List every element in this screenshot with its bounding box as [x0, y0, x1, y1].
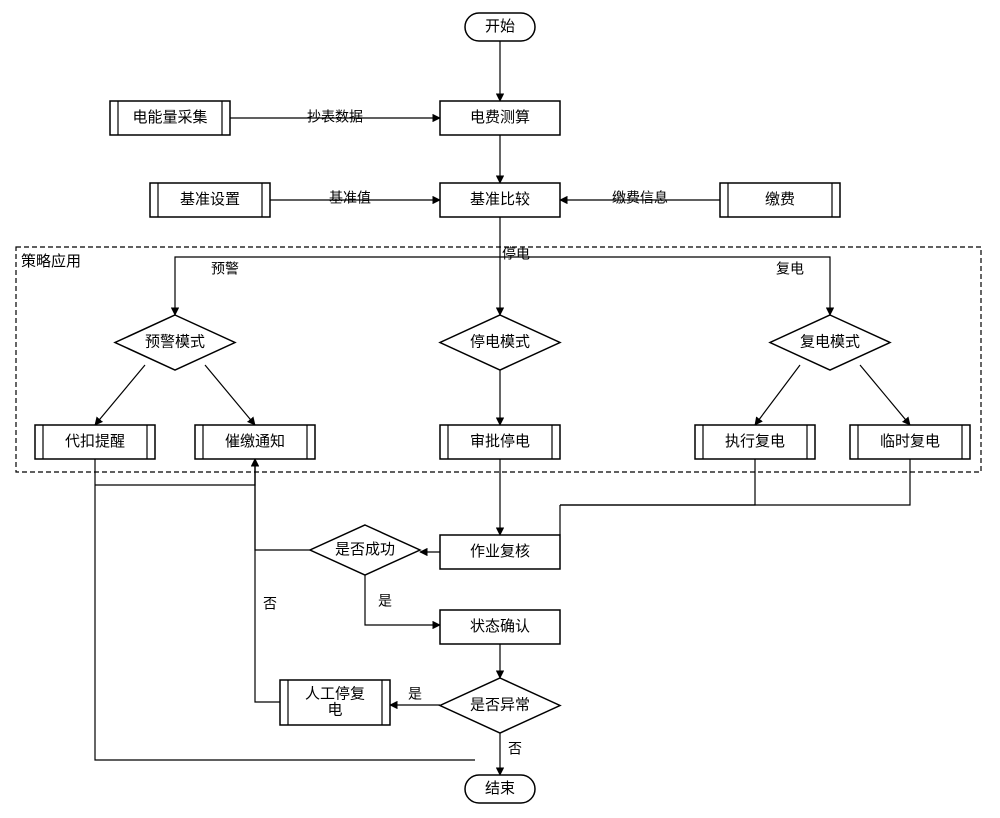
node-label: 是否异常 [470, 697, 530, 714]
edge-label: 停电 [502, 246, 530, 263]
node-collect: 电能量采集 [110, 101, 230, 135]
node-resumemode: 复电模式 [770, 315, 890, 370]
node-status: 状态确认 [440, 610, 560, 644]
node-label: 临时复电 [880, 432, 940, 450]
edge-label: 抄表数据 [307, 110, 363, 126]
node-label: 缴费 [765, 191, 795, 208]
node-manual: 人工停复电 [280, 680, 390, 725]
edge [255, 459, 310, 550]
node-execres: 执行复电 [695, 425, 815, 459]
edge [205, 365, 255, 425]
node-warnmode: 预警模式 [115, 315, 235, 370]
node-label: 电能量采集 [132, 109, 207, 126]
flowchart: 策略应用抄表数据基准值缴费信息停电预警复电是否是否开始结束电能量采集电费测算基准… [0, 0, 1000, 818]
node-label: 结束 [485, 780, 515, 797]
node-cost: 电费测算 [440, 101, 560, 135]
node-urge: 催缴通知 [195, 425, 315, 459]
nodes: 开始结束 电能量采集 电费测算基准设置 基准比较 缴费预警模式 停电模式 复电模式代扣提醒 催… [35, 13, 970, 803]
strategy-label: 策略应用 [21, 252, 81, 270]
node-label: 复电模式 [800, 333, 860, 351]
node-succ: 是否成功 [310, 525, 420, 575]
edge-label: 否 [508, 743, 522, 758]
edge [860, 365, 910, 425]
node-label: 催缴通知 [225, 433, 285, 450]
node-start: 开始 [465, 13, 535, 41]
node-label: 基准比较 [470, 190, 530, 208]
node-label: 开始 [485, 18, 515, 35]
node-approve: 审批停电 [440, 425, 560, 459]
node-compare: 基准比较 [440, 183, 560, 217]
node-label: 电 [327, 702, 342, 719]
node-tempres: 临时复电 [850, 425, 970, 459]
node-proxy: 代扣提醒 [35, 425, 155, 459]
edge [365, 575, 440, 625]
node-label: 基准设置 [180, 191, 240, 208]
node-label: 停电模式 [470, 334, 530, 351]
node-label: 是否成功 [335, 541, 395, 558]
edge-label: 基准值 [329, 190, 371, 207]
node-label: 预警模式 [145, 334, 205, 351]
edge-label: 缴费信息 [612, 190, 668, 207]
node-refset: 基准设置 [150, 183, 270, 217]
node-review: 作业复核 [440, 535, 560, 569]
node-label: 人工停复 [305, 685, 365, 703]
edge-label: 是 [378, 595, 392, 610]
edge-label: 是 [408, 688, 422, 703]
edge-label: 复电 [776, 261, 804, 278]
edge [95, 365, 145, 425]
edge [560, 459, 910, 505]
node-label: 代扣提醒 [65, 433, 125, 450]
node-stopmode: 停电模式 [440, 315, 560, 370]
edge [560, 459, 755, 505]
node-label: 电费测算 [470, 108, 530, 126]
node-label: 执行复电 [725, 432, 785, 450]
node-label: 作业复核 [470, 542, 530, 560]
edge [755, 365, 800, 425]
node-abnormal: 是否异常 [440, 678, 560, 733]
edge-label: 否 [263, 598, 277, 613]
node-end: 结束 [465, 775, 535, 803]
edges: 抄表数据基准值缴费信息停电预警复电是否是否 [95, 41, 910, 775]
edge-label: 预警 [211, 262, 239, 278]
node-pay: 缴费 [720, 183, 840, 217]
node-label: 状态确认 [470, 618, 530, 635]
node-label: 审批停电 [470, 433, 530, 450]
edge [255, 459, 280, 702]
